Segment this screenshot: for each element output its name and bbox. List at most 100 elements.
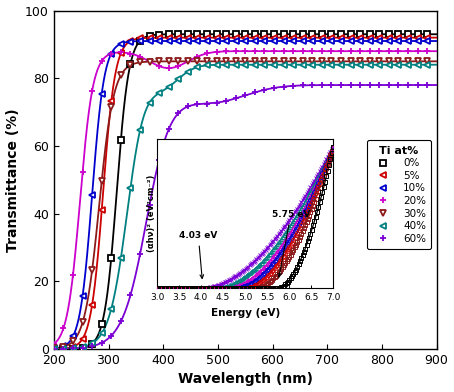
10% — [396, 39, 401, 44]
30% — [281, 59, 286, 64]
5% — [386, 35, 392, 40]
30% — [424, 59, 430, 64]
5% — [357, 35, 363, 40]
X-axis label: Wavelength (nm): Wavelength (nm) — [178, 372, 313, 387]
60% — [195, 102, 200, 107]
60% — [204, 101, 210, 106]
60% — [70, 346, 76, 351]
20% — [424, 49, 430, 54]
Line: 40%: 40% — [51, 62, 430, 352]
0% — [329, 32, 334, 36]
Legend: 0%, 5%, 10%, 20%, 30%, 40%, 60%: 0%, 5%, 10%, 20%, 30%, 40%, 60% — [367, 140, 431, 249]
30% — [80, 320, 85, 325]
40% — [51, 347, 57, 351]
30% — [405, 59, 411, 64]
10% — [242, 39, 248, 44]
60% — [252, 90, 257, 95]
60% — [157, 157, 162, 162]
Line: 30%: 30% — [51, 58, 430, 351]
0% — [137, 38, 143, 43]
10% — [109, 51, 114, 56]
30% — [147, 59, 152, 64]
10% — [291, 39, 296, 44]
5% — [319, 35, 325, 40]
30% — [252, 59, 257, 64]
10% — [51, 346, 57, 351]
0% — [147, 33, 152, 38]
5% — [204, 35, 210, 40]
60% — [415, 83, 420, 87]
5% — [80, 336, 85, 341]
60% — [214, 100, 219, 105]
30% — [137, 60, 143, 65]
60% — [223, 98, 229, 103]
40% — [137, 128, 143, 133]
5% — [338, 35, 344, 40]
0% — [252, 32, 257, 36]
40% — [89, 341, 95, 346]
5% — [195, 35, 200, 40]
40% — [223, 62, 229, 67]
20% — [348, 49, 353, 54]
10% — [319, 39, 325, 44]
30% — [157, 59, 162, 64]
60% — [271, 85, 277, 90]
30% — [310, 59, 315, 64]
10% — [357, 39, 363, 44]
0% — [291, 32, 296, 36]
10% — [424, 39, 430, 44]
60% — [357, 83, 363, 87]
40% — [252, 62, 257, 67]
0% — [80, 345, 85, 350]
0% — [396, 32, 401, 36]
60% — [338, 83, 344, 87]
20% — [70, 272, 76, 277]
20% — [51, 342, 57, 347]
20% — [300, 49, 306, 54]
20% — [405, 49, 411, 54]
20% — [338, 49, 344, 54]
10% — [348, 39, 353, 44]
40% — [367, 62, 372, 67]
0% — [99, 322, 104, 327]
10% — [99, 91, 104, 96]
0% — [51, 347, 57, 351]
0% — [319, 32, 325, 36]
60% — [118, 319, 123, 324]
0% — [262, 32, 267, 36]
20% — [204, 51, 210, 56]
60% — [109, 333, 114, 338]
10% — [386, 39, 392, 44]
0% — [348, 32, 353, 36]
0% — [415, 32, 420, 36]
5% — [291, 35, 296, 40]
60% — [291, 83, 296, 88]
10% — [377, 39, 382, 44]
40% — [195, 65, 200, 69]
60% — [137, 252, 143, 257]
5% — [51, 347, 57, 351]
5% — [396, 35, 401, 40]
30% — [377, 59, 382, 64]
40% — [281, 62, 286, 67]
20% — [89, 89, 95, 93]
Line: 5%: 5% — [51, 35, 430, 352]
60% — [262, 87, 267, 92]
20% — [233, 49, 238, 54]
20% — [214, 49, 219, 54]
30% — [319, 59, 325, 64]
30% — [99, 178, 104, 183]
60% — [128, 293, 133, 298]
40% — [109, 306, 114, 311]
5% — [329, 35, 334, 40]
40% — [377, 62, 382, 67]
30% — [271, 59, 277, 64]
30% — [61, 345, 66, 349]
0% — [128, 62, 133, 66]
40% — [128, 186, 133, 191]
10% — [204, 39, 210, 44]
Line: 10%: 10% — [51, 38, 430, 351]
40% — [157, 91, 162, 95]
10% — [310, 39, 315, 44]
30% — [415, 59, 420, 64]
